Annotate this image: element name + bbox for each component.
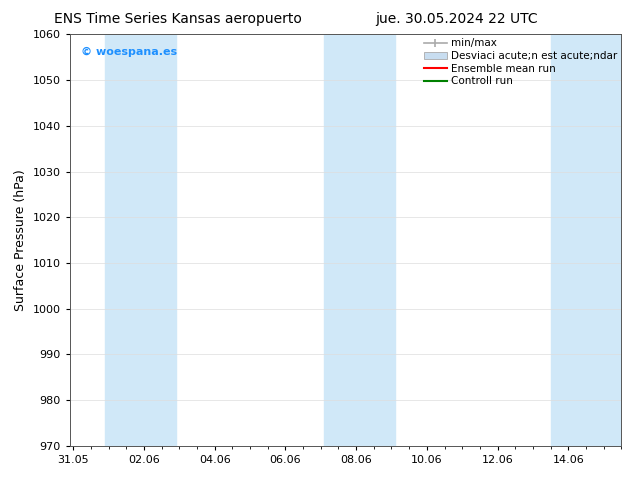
Text: ENS Time Series Kansas aeropuerto: ENS Time Series Kansas aeropuerto [54, 12, 301, 26]
Text: © woespana.es: © woespana.es [81, 47, 177, 57]
Bar [325, 34, 395, 446]
Y-axis label: Surface Pressure (hPa): Surface Pressure (hPa) [14, 169, 27, 311]
Legend: min/max, Desviaci acute;n est acute;ndar, Ensemble mean run, Controll run: min/max, Desviaci acute;n est acute;ndar… [422, 36, 619, 88]
Bar [105, 34, 176, 446]
Bar [550, 34, 621, 446]
Text: jue. 30.05.2024 22 UTC: jue. 30.05.2024 22 UTC [375, 12, 538, 26]
